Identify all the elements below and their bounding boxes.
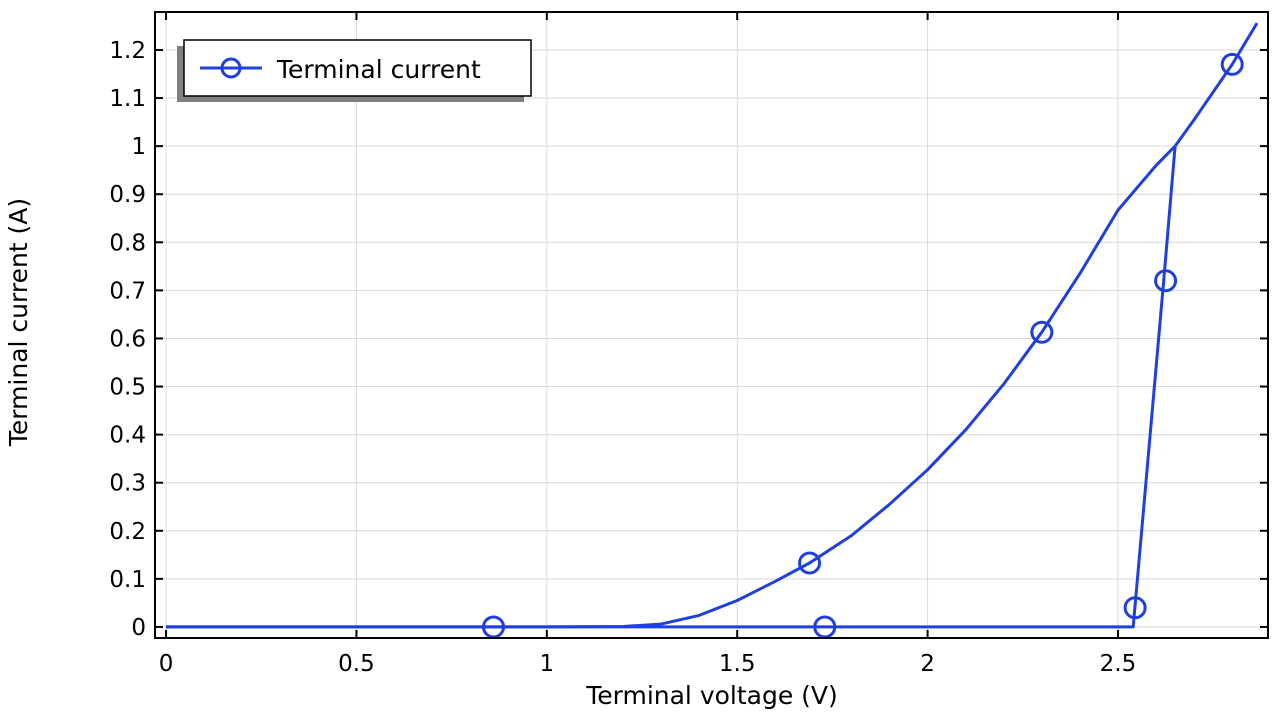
plot-frame <box>154 11 1269 639</box>
x-tick-label: 0 <box>159 651 174 677</box>
data-point <box>798 551 822 575</box>
legend-label: Terminal current <box>276 55 481 84</box>
y-tick-label: 0.1 <box>109 567 146 593</box>
y-tick-label: 1.2 <box>109 38 146 64</box>
ticks: 0 0.5 1 1.5 2 2.5 0 0.1 0.2 0.3 0.4 0.5 0.6 0.7 0.8 0.9… <box>109 12 1268 677</box>
y-tick-label: 0.6 <box>109 326 146 352</box>
x-tick-label: 2 <box>920 651 935 677</box>
y-tick-label: 0.4 <box>109 423 146 449</box>
series-line <box>166 145 1177 629</box>
data-point <box>1030 320 1054 344</box>
x-axis-label: Terminal voltage (V) <box>585 681 838 710</box>
y-tick-label: 1 <box>131 134 146 160</box>
data-point <box>482 615 506 639</box>
y-tick-label: 0 <box>131 615 146 641</box>
x-tick-label: 1.5 <box>719 651 756 677</box>
data-point <box>1123 596 1147 620</box>
legend: Terminal current <box>177 39 532 102</box>
data-point <box>1154 269 1178 293</box>
y-tick-label: 0.9 <box>109 182 146 208</box>
x-tick-label: 0.5 <box>338 651 375 677</box>
x-tick-label: 1 <box>539 651 554 677</box>
series-line <box>166 22 1259 629</box>
y-tick-label: 1.1 <box>109 86 146 112</box>
y-tick-label: 0.2 <box>109 519 146 545</box>
y-tick-label: 0.7 <box>109 278 146 304</box>
series <box>166 22 1259 639</box>
grid <box>155 12 1268 638</box>
y-tick-label: 0.8 <box>109 230 146 256</box>
y-tick-label: 0.5 <box>109 375 146 401</box>
legend-marker <box>220 57 242 79</box>
y-tick-label: 0.3 <box>109 471 146 497</box>
y-axis-label: Terminal current (A) <box>4 198 33 447</box>
data-point <box>1220 52 1244 76</box>
x-tick-label: 2.5 <box>1100 651 1137 677</box>
data-point <box>813 615 837 639</box>
